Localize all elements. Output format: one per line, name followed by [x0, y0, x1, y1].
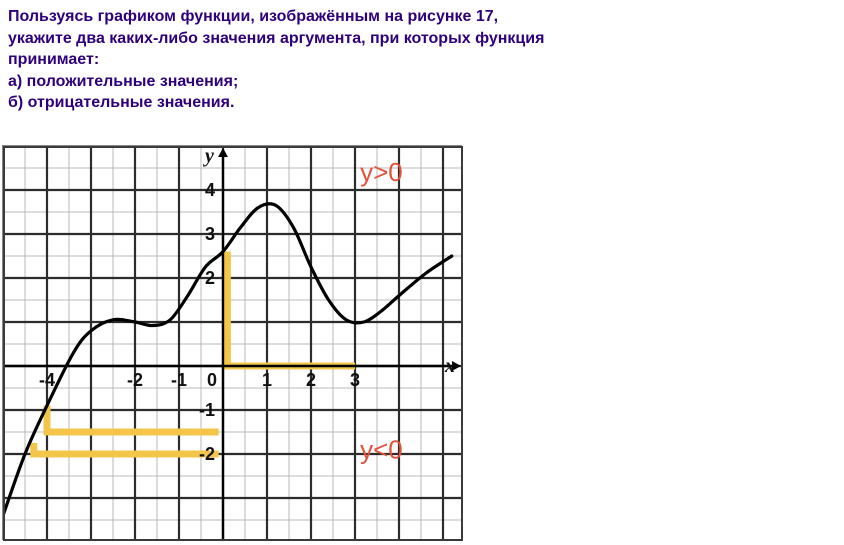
svg-text:-1: -1: [171, 370, 187, 390]
problem-line: а) положительные значения;: [8, 71, 836, 93]
svg-text:x: x: [444, 355, 455, 377]
problem-line: укажите два каких-либо значения аргумент…: [8, 28, 836, 50]
graph-svg: y x -4 -2 -1 0 1 2 3 4 3 2 -1 -2 y>0 y<0: [3, 146, 463, 541]
svg-text:-2: -2: [199, 444, 215, 464]
function-graph: y x -4 -2 -1 0 1 2 3 4 3 2 -1 -2 y>0 y<0: [2, 145, 462, 540]
svg-text:y: y: [203, 146, 214, 167]
svg-text:3: 3: [205, 224, 215, 244]
svg-text:y>0: y>0: [360, 157, 403, 187]
svg-text:1: 1: [262, 370, 272, 390]
svg-text:4: 4: [205, 180, 215, 200]
svg-text:-1: -1: [199, 400, 215, 420]
problem-line: б) отрицательные значения.: [8, 92, 836, 114]
svg-text:y<0: y<0: [360, 434, 403, 464]
svg-text:2: 2: [306, 370, 316, 390]
problem-statement: Пользуясь графиком функции, изображённым…: [0, 0, 844, 118]
problem-line: принимает:: [8, 49, 836, 71]
svg-text:3: 3: [350, 370, 360, 390]
svg-text:-2: -2: [127, 370, 143, 390]
svg-text:-4: -4: [39, 370, 55, 390]
svg-text:0: 0: [207, 370, 217, 390]
svg-text:2: 2: [205, 268, 215, 288]
problem-line: Пользуясь графиком функции, изображённым…: [8, 6, 836, 28]
